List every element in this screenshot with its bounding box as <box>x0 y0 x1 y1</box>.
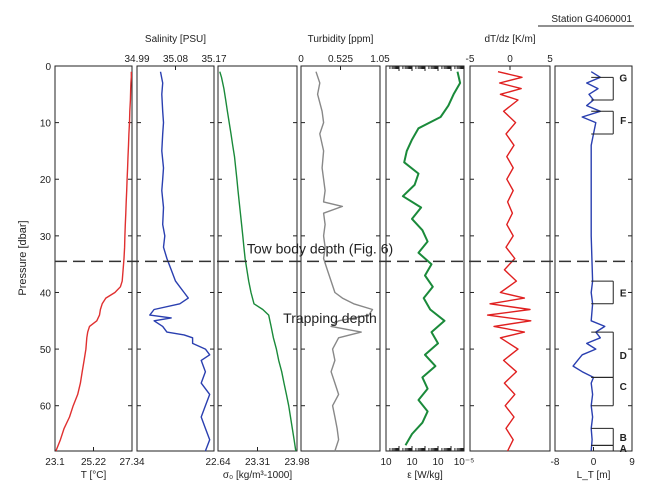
temperature-x-tick-label: 25.22 <box>81 457 106 468</box>
turbidity-title: Turbidity [ppm] <box>308 34 374 45</box>
temperature-gradient-frame <box>469 65 551 452</box>
temperature-gradient-x-tick-label: 5 <box>547 54 553 65</box>
temperature-frame <box>54 65 133 452</box>
pressure-tick-label: 20 <box>40 175 52 186</box>
thorpe-scale-x-tick-label: 0 <box>591 457 597 468</box>
density-x-axis-label: σ₀ [kg/m³-1000] <box>223 470 292 481</box>
dissipation-x-tick-label: 10 <box>432 457 444 468</box>
density-x-tick-label: 23.31 <box>245 457 270 468</box>
temperature-gradient-title: dT/dz [K/m] <box>484 34 535 45</box>
density-x-tick-label: 23.98 <box>284 457 309 468</box>
temperature-x-tick-label: 27.34 <box>119 457 144 468</box>
salinity-panel: 34.99 35.08 35.17 Salinity [PSU] <box>124 34 227 452</box>
annotation-layer: Tow body depth (Fig. 6) Trapping depth <box>55 240 632 326</box>
turbidity-x-tick-label: 0 <box>298 54 304 65</box>
dissipation-series-line <box>401 71 462 446</box>
thorpe-scale-x-tick-label: -8 <box>551 457 560 468</box>
thorpe-layer-label: A <box>620 444 627 455</box>
station-title: Station G4060001 <box>551 14 632 25</box>
temperature-x-axis-label: T [°C] <box>81 470 107 481</box>
temperature-gradient-series-line <box>486 71 532 452</box>
turbidity-panel: 0 0.525 1.05 Turbidity [ppm] <box>298 34 390 452</box>
salinity-frame <box>136 65 215 452</box>
density-series-line <box>219 71 297 452</box>
pressure-tick-label: 10 <box>40 119 52 130</box>
density-x-tick-label: 22.64 <box>205 457 230 468</box>
pressure-axis-label: Pressure [dbar] <box>17 220 29 295</box>
turbidity-x-tick-label: 1.05 <box>370 54 390 65</box>
salinity-x-tick-label: 35.08 <box>163 54 188 65</box>
temperature-series-line <box>55 71 133 452</box>
thorpe-layer-label: D <box>620 351 627 362</box>
temperature-panel: 23.1 25.22 27.34 T [°C] 0 10 20 30 40 50 60 <box>40 62 145 481</box>
dissipation-x-tick-label: 10 <box>380 457 392 468</box>
thorpe-scale-x-tick-label: 9 <box>629 457 635 468</box>
thorpe-layer-label: G <box>619 73 627 84</box>
pressure-tick-label: 0 <box>45 62 51 73</box>
trapping-depth-label: Trapping depth <box>283 310 377 326</box>
thorpe-layer-label: F <box>620 116 626 127</box>
thorpe-layer-label: E <box>620 288 627 299</box>
pressure-tick-label: 30 <box>40 232 52 243</box>
thorpe-scale-x-axis-label: L_T [m] <box>577 470 611 481</box>
pressure-tick-label: 60 <box>40 402 52 413</box>
turbidity-frame <box>300 65 381 452</box>
turbidity-series-line <box>315 71 374 452</box>
temperature-gradient-panel: -5 0 5 dT/dz [K/m] <box>466 34 553 452</box>
pressure-tick-label: 40 <box>40 288 52 299</box>
thorpe-scale-series-line <box>572 71 606 452</box>
salinity-title: Salinity [PSU] <box>145 34 206 45</box>
dissipation-x-tick-label: 10⁻⁵ <box>454 457 475 468</box>
salinity-x-tick-label: 35.17 <box>201 54 226 65</box>
turbidity-x-tick-label: 0.525 <box>328 54 353 65</box>
density-panel: 22.64 23.31 23.98 σ₀ [kg/m³-1000] <box>205 65 310 481</box>
temperature-gradient-x-tick-label: -5 <box>466 54 475 65</box>
salinity-x-tick-label: 34.99 <box>124 54 149 65</box>
temperature-x-tick-label: 23.1 <box>45 457 65 468</box>
tow-depth-label: Tow body depth (Fig. 6) <box>247 240 393 256</box>
pressure-tick-label: 50 <box>40 345 52 356</box>
dissipation-panel: 10 10 10 10⁻⁵ ε [W/kg] <box>380 65 475 481</box>
thorpe-scale-panel: -8 0 9 L_T [m] G F E D C BA <box>551 65 635 481</box>
salinity-series-line <box>149 71 211 452</box>
thorpe-layer-label: C <box>620 382 627 393</box>
temperature-gradient-x-tick-label: 0 <box>507 54 513 65</box>
thorpe-layer-label: B <box>620 433 627 444</box>
dissipation-x-tick-label: 10 <box>406 457 418 468</box>
dissipation-x-axis-label: ε [W/kg] <box>407 470 443 481</box>
